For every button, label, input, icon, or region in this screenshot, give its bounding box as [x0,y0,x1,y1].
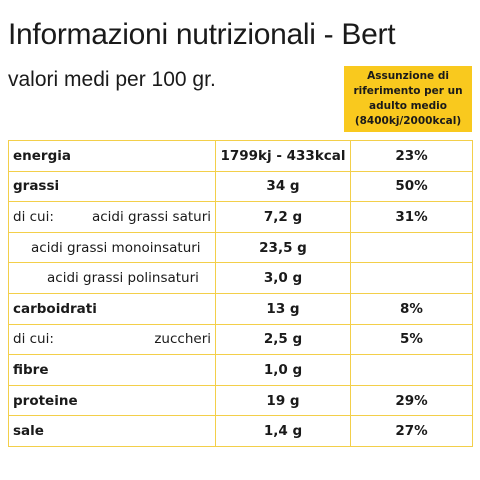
nutrient-label: carboidrati [8,292,216,325]
nutrient-value: 3,0 g [215,262,351,294]
sub-label: acidi grassi saturi [91,208,211,225]
nutrient-label: energia [8,140,216,172]
table-row: proteine 19 g 29% [8,384,473,417]
badge-line: adulto medio [369,100,447,112]
reference-intake-badge: Assunzione di riferimento per un adulto … [344,66,472,132]
table-row: energia 1799kj - 433kcal 23% [8,140,473,172]
nutrient-percent: 31% [350,201,473,233]
sub-prefix: di cui: [13,331,54,348]
nutrient-label: proteine [8,384,216,417]
table-row: acidi grassi polinsaturi 3,0 g [8,262,473,294]
nutrient-value: 2,5 g [215,323,351,356]
nutrient-label: di cui: acidi grassi saturi [8,201,216,233]
nutrient-label: acidi grassi monoinsaturi [8,231,216,264]
nutrient-percent [350,231,473,264]
nutrient-value: 1,0 g [215,354,351,386]
table-row: di cui: zuccheri 2,5 g 5% [8,323,473,356]
nutrient-label: fibre [8,354,216,386]
nutrient-label: sale [8,415,216,447]
table-row: di cui: acidi grassi saturi 7,2 g 31% [8,201,473,233]
sub-label: zuccheri [154,331,211,348]
nutrition-table: energia 1799kj - 433kcal 23% grassi 34 g… [8,140,473,447]
nutrient-value: 23,5 g [215,231,351,264]
nutrient-percent: 8% [350,292,473,325]
badge-line: (8400kj/2000kcal) [354,115,462,127]
badge-line: riferimento per un [353,85,463,97]
nutrient-label: grassi [8,170,216,203]
nutrient-percent [350,262,473,294]
nutrient-label: acidi grassi polinsaturi [8,262,216,294]
nutrient-value: 1799kj - 433kcal [215,140,351,172]
table-row: grassi 34 g 50% [8,170,473,203]
table-row: carboidrati 13 g 8% [8,292,473,325]
table-row: acidi grassi monoinsaturi 23,5 g [8,231,473,264]
nutrient-value: 19 g [215,384,351,417]
badge-line: Assunzione di [367,70,449,82]
page-subtitle: valori medi per 100 gr. [8,68,216,91]
nutrient-percent: 27% [350,415,473,447]
table-row: fibre 1,0 g [8,354,473,386]
nutrient-value: 13 g [215,292,351,325]
nutrient-value: 34 g [215,170,351,203]
nutrient-percent [350,354,473,386]
nutrient-percent: 23% [350,140,473,172]
nutrient-label: di cui: zuccheri [8,323,216,356]
nutrient-percent: 5% [350,323,473,356]
nutrient-value: 7,2 g [215,201,351,233]
nutrient-value: 1,4 g [215,415,351,447]
nutrient-percent: 50% [350,170,473,203]
page-title: Informazioni nutrizionali - Bert [8,18,396,51]
sub-prefix: di cui: [13,208,54,225]
table-row: sale 1,4 g 27% [8,415,473,447]
nutrient-percent: 29% [350,384,473,417]
